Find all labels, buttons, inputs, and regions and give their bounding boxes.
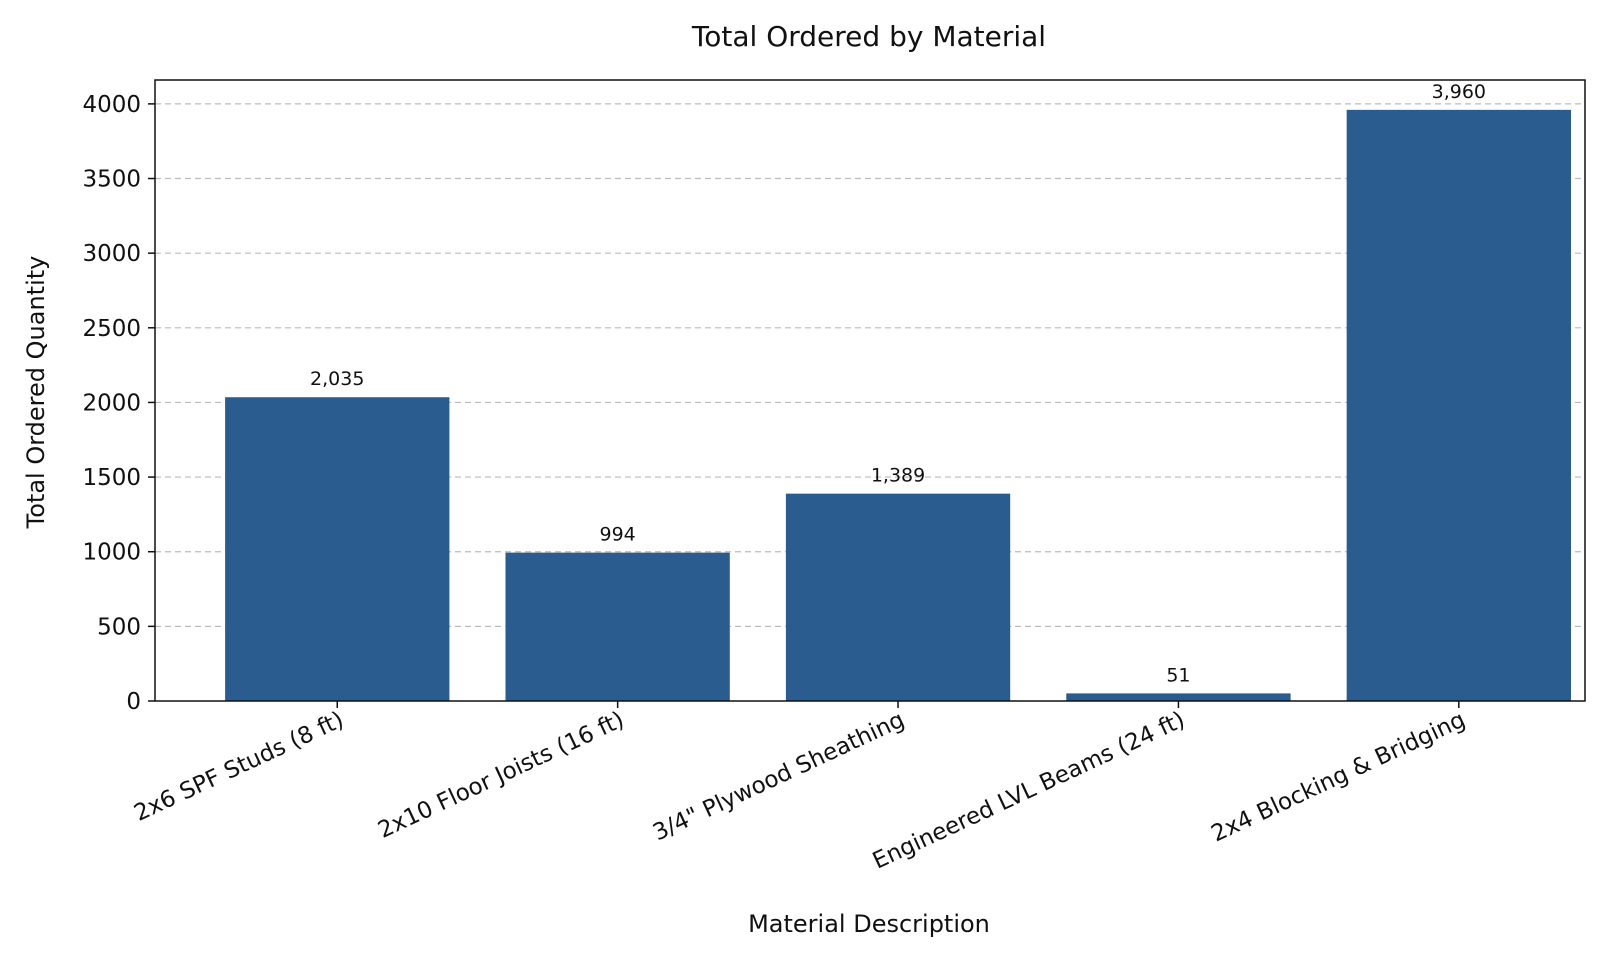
x-axis-ticks: 2x6 SPF Studs (8 ft) 2x10 Floor Joists (1…: [130, 701, 1469, 875]
y-tick-label: 3000: [82, 241, 141, 267]
x-tick-label: 2x4 Blocking & Bridging: [1207, 707, 1469, 848]
x-tick-label: 3/4" Plywood Sheathing: [649, 707, 909, 846]
y-tick-label: 3500: [82, 167, 141, 193]
bar: [225, 397, 450, 701]
data-label: 2,035: [310, 368, 364, 390]
bar: [1346, 109, 1571, 701]
data-label: 51: [1166, 664, 1190, 686]
plot-frame: [154, 79, 1586, 702]
x-tick-label: 2x10 Floor Joists (16 ft): [374, 707, 628, 844]
y-axis-ticks: 0 500 1000 1500 2000 2500 3000 3500 4000: [82, 92, 155, 715]
y-axis-label: Total Ordered Quantity: [22, 256, 50, 530]
bar: [505, 552, 730, 701]
y-tick-label: 0: [126, 689, 141, 715]
chart-title: Total Ordered by Material: [691, 20, 1046, 53]
data-label: 1,389: [871, 465, 925, 487]
y-tick-label: 1500: [82, 465, 141, 491]
y-tick-label: 1000: [82, 540, 141, 566]
y-tick-label: 2500: [82, 316, 141, 342]
data-labels: 2,035 994 1,389 51 3,960: [310, 81, 1486, 687]
y-tick-label: 500: [97, 614, 141, 640]
bar: [1066, 693, 1291, 701]
x-tick-label: Engineered LVL Beams (24 ft): [869, 707, 1189, 875]
bars: [225, 109, 1571, 701]
data-label: 3,960: [1432, 81, 1486, 103]
y-tick-label: 4000: [82, 92, 141, 118]
data-label: 994: [600, 524, 636, 546]
bar: [785, 493, 1011, 701]
x-tick-label: 2x6 SPF Studs (8 ft): [130, 707, 348, 827]
y-tick-label: 2000: [82, 390, 141, 416]
x-axis-label: Material Description: [748, 910, 990, 938]
